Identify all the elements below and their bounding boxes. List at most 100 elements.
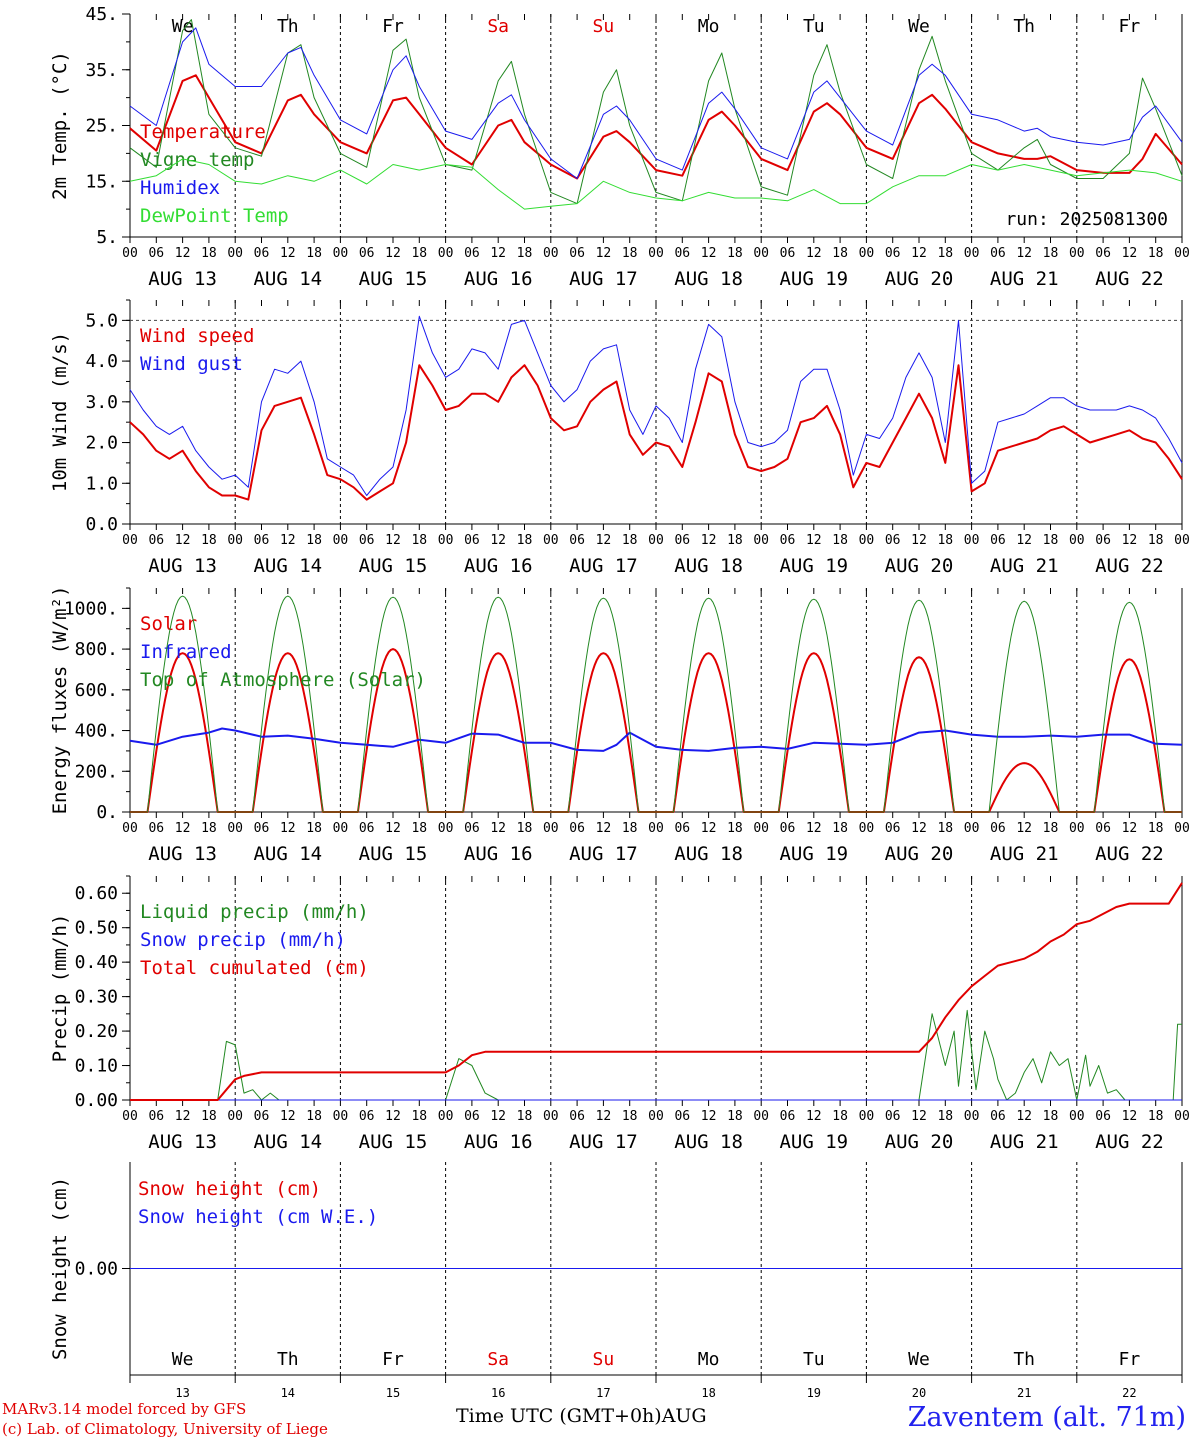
hour-tick-label: 12: [1016, 533, 1032, 548]
hour-tick-label: 00: [543, 1109, 559, 1124]
hour-tick-label: 18: [1148, 246, 1164, 261]
hour-tick-label: 18: [1148, 821, 1164, 836]
legend-entry: Humidex: [140, 177, 220, 199]
weekday-label: Fr: [382, 16, 404, 37]
hour-tick-label: 18: [517, 246, 533, 261]
hour-tick-label: 06: [569, 246, 585, 261]
y-tick-label: 15.: [85, 171, 118, 192]
weekday-label: Fr: [1119, 16, 1141, 37]
hour-tick-label: 12: [806, 1109, 822, 1124]
weekday-label: Fr: [1119, 1349, 1141, 1370]
y-tick-label: 5.: [96, 227, 118, 248]
hour-tick-label: 00: [753, 246, 769, 261]
hour-tick-label: 06: [1095, 821, 1111, 836]
hour-tick-label: 06: [1095, 533, 1111, 548]
series-line-temperature: [129, 74, 1183, 180]
y-axis-label: Snow height (cm): [49, 1177, 71, 1360]
hour-tick-label: 00: [753, 821, 769, 836]
date-label: AUG 22: [1095, 1131, 1164, 1153]
date-label: AUG 19: [779, 268, 848, 290]
hour-tick-label: 06: [1095, 246, 1111, 261]
hour-tick-label: 06: [148, 246, 164, 261]
hour-tick-label: 12: [911, 246, 927, 261]
date-label: AUG 16: [464, 843, 533, 865]
hour-tick-label: 18: [832, 1109, 848, 1124]
run-label: run: 2025081300: [1005, 209, 1168, 230]
y-tick-label: 0.30: [75, 987, 118, 1008]
hour-tick-label: 18: [201, 1109, 217, 1124]
date-label: AUG 21: [990, 268, 1059, 290]
hour-tick-label: 18: [517, 1109, 533, 1124]
hour-tick-label: 18: [411, 1109, 427, 1124]
y-axis-label: 10m Wind (m/s): [49, 332, 71, 492]
date-label: AUG 15: [359, 268, 428, 290]
series-line-wind-speed: [129, 364, 1183, 501]
hour-tick-label: 18: [727, 1109, 743, 1124]
date-label: AUG 15: [359, 1131, 428, 1153]
hour-tick-label: 18: [1148, 1109, 1164, 1124]
hour-tick-label: 00: [1069, 246, 1085, 261]
day-number-label: 16: [491, 1386, 505, 1400]
hour-tick-label: 18: [622, 533, 638, 548]
hour-tick-label: 00: [1174, 246, 1190, 261]
hour-tick-label: 00: [648, 1109, 664, 1124]
hour-tick-label: 00: [122, 1109, 138, 1124]
hour-tick-label: 06: [885, 533, 901, 548]
hour-tick-label: 00: [964, 1109, 980, 1124]
hour-tick-label: 06: [780, 533, 796, 548]
date-label: AUG 17: [569, 1131, 638, 1153]
hour-tick-label: 06: [885, 1109, 901, 1124]
date-label: AUG 20: [885, 268, 954, 290]
hour-tick-label: 12: [596, 821, 612, 836]
hour-tick-label: 00: [543, 533, 559, 548]
hour-tick-label: 12: [490, 1109, 506, 1124]
hour-tick-label: 06: [990, 1109, 1006, 1124]
day-number-label: 18: [701, 1386, 715, 1400]
hour-tick-label: 12: [911, 821, 927, 836]
hour-tick-label: 18: [1148, 533, 1164, 548]
weekday-label: Su: [593, 1349, 615, 1370]
y-tick-label: 1.0: [85, 473, 118, 494]
hour-tick-label: 06: [674, 1109, 690, 1124]
y-tick-label: 4.0: [85, 351, 118, 372]
hour-tick-label: 06: [1095, 1109, 1111, 1124]
series-line-humidex: [129, 27, 1183, 179]
weekday-label: Th: [1013, 1349, 1035, 1370]
hour-tick-label: 06: [569, 533, 585, 548]
hour-tick-label: 06: [254, 533, 270, 548]
hour-tick-label: 00: [1174, 533, 1190, 548]
weekday-label: We: [172, 1349, 194, 1370]
weekday-label: Th: [277, 16, 299, 37]
hour-tick-label: 00: [1069, 821, 1085, 836]
hour-tick-label: 18: [517, 821, 533, 836]
hour-tick-label: 12: [385, 1109, 401, 1124]
y-axis-label: Precip (mm/h): [49, 914, 71, 1063]
y-tick-label: 0.50: [75, 918, 118, 939]
hour-tick-label: 18: [411, 821, 427, 836]
hour-tick-label: 06: [254, 246, 270, 261]
hour-tick-label: 12: [385, 533, 401, 548]
hour-tick-label: 18: [306, 1109, 322, 1124]
date-label: AUG 14: [253, 1131, 322, 1153]
hour-tick-label: 12: [175, 246, 191, 261]
hour-tick-label: 00: [438, 246, 454, 261]
y-tick-label: 200.: [75, 761, 118, 782]
hour-tick-label: 18: [622, 821, 638, 836]
hour-tick-label: 00: [122, 821, 138, 836]
hour-tick-label: 18: [201, 821, 217, 836]
hour-tick-label: 18: [306, 246, 322, 261]
legend-entry: Wind speed: [140, 325, 254, 347]
legend-entry: Liquid precip (mm/h): [140, 901, 369, 923]
hour-tick-label: 18: [411, 246, 427, 261]
y-tick-label: 45.: [85, 4, 118, 25]
hour-tick-label: 12: [280, 821, 296, 836]
hour-tick-label: 06: [464, 1109, 480, 1124]
hour-tick-label: 18: [622, 246, 638, 261]
hour-tick-label: 18: [937, 246, 953, 261]
hour-tick-label: 06: [780, 246, 796, 261]
station-name: Zaventem (alt. 71m): [907, 1402, 1186, 1433]
weekday-label: Sa: [487, 16, 509, 37]
day-number-label: 19: [807, 1386, 821, 1400]
date-label: AUG 18: [674, 268, 743, 290]
hour-tick-label: 12: [1122, 1109, 1138, 1124]
